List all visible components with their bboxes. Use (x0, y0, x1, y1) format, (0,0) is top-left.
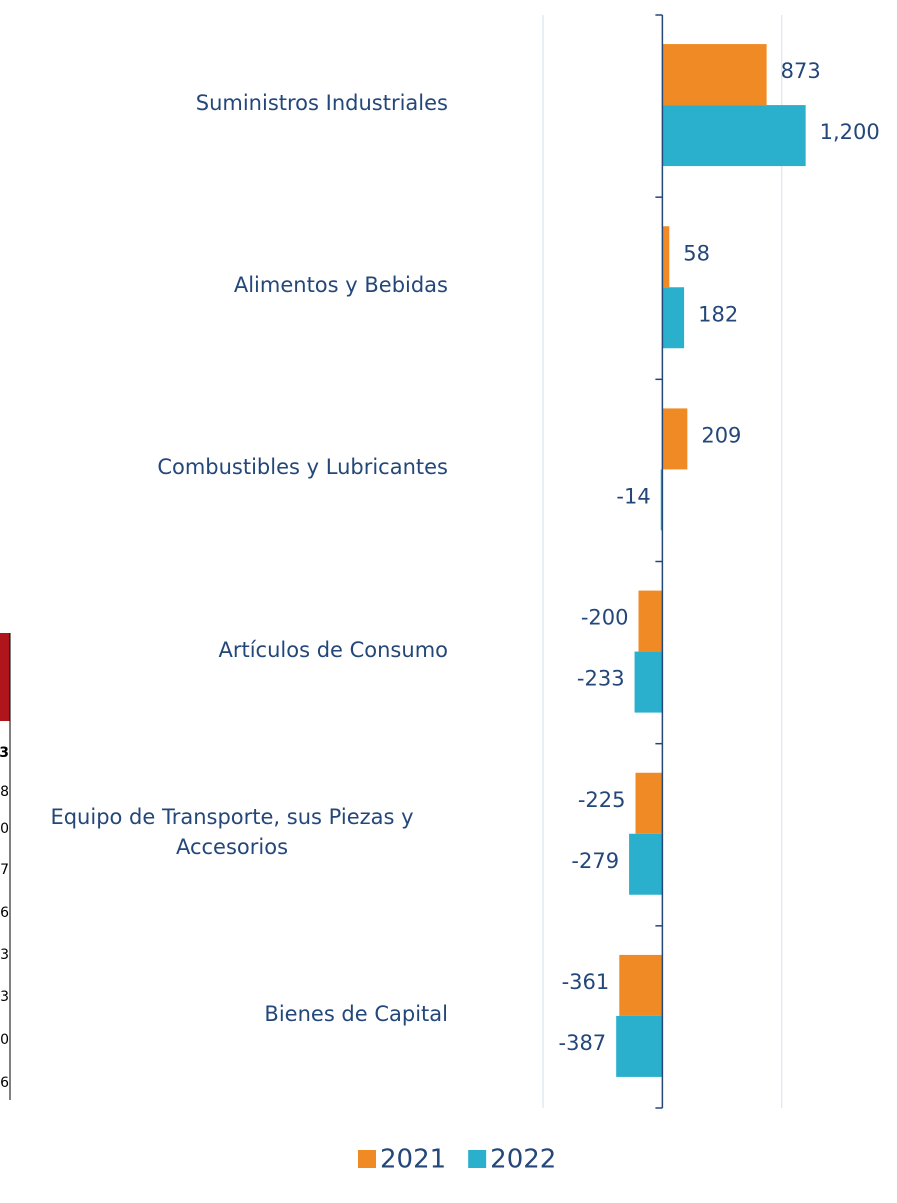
bar (662, 105, 806, 167)
category-label-box: Bienes de Capital (264, 999, 448, 1029)
category-label-box: Artículos de Consumo (218, 635, 448, 665)
legend-swatch (358, 1150, 376, 1168)
data-label: -279 (571, 849, 619, 873)
data-label: 873 (781, 59, 821, 83)
bar (638, 590, 663, 652)
table-cell: 6 (0, 1075, 9, 1091)
bar (660, 469, 663, 531)
category-label: Combustibles y Lubricantes (157, 455, 448, 480)
legend-label: 2022 (490, 1145, 556, 1175)
table-cell: 8 (0, 784, 9, 800)
legend-swatch (468, 1150, 487, 1168)
bar (629, 833, 663, 895)
data-label: -200 (581, 606, 629, 630)
category-label: Alimentos y Bebidas (233, 273, 448, 298)
data-label: -14 (616, 484, 650, 508)
bar (619, 954, 663, 1016)
data-label: 58 (683, 241, 710, 265)
category-label: Suministros Industriales (195, 91, 448, 116)
bar (634, 651, 663, 713)
table-cell: 3 (0, 745, 9, 761)
bar (616, 1015, 663, 1077)
table-cell: 3 (0, 989, 9, 1005)
data-label: 209 (701, 423, 741, 447)
category-label: Artículos de Consumo (218, 637, 448, 662)
bar (662, 287, 685, 349)
table-header (0, 633, 10, 721)
category-label-box: Suministros Industriales (196, 88, 448, 118)
category-label: Equipo de Transporte, sus Piezas y Acces… (50, 804, 414, 859)
bar (662, 408, 688, 470)
data-label: -387 (559, 1031, 607, 1055)
bar (635, 772, 663, 834)
data-label: 1,200 (820, 120, 880, 144)
category-label-box: Alimentos y Bebidas (234, 270, 448, 300)
table-cell: 6 (0, 905, 9, 921)
data-label: -361 (562, 970, 610, 994)
table-cell: 0 (0, 1032, 9, 1048)
category-label-box: Combustibles y Lubricantes (157, 452, 448, 482)
category-label-box: Equipo de Transporte, sus Piezas y Acces… (16, 802, 448, 862)
data-label: -225 (578, 788, 626, 812)
bar (662, 226, 670, 288)
data-label: -233 (577, 667, 625, 691)
data-label: 182 (698, 302, 738, 326)
table-cell: 0 (0, 821, 9, 837)
category-label: Bienes de Capital (264, 1001, 448, 1026)
table-cell: 7 (0, 862, 9, 878)
table-cell: 3 (0, 947, 9, 963)
bar (662, 44, 767, 106)
legend-label: 2021 (380, 1145, 446, 1175)
